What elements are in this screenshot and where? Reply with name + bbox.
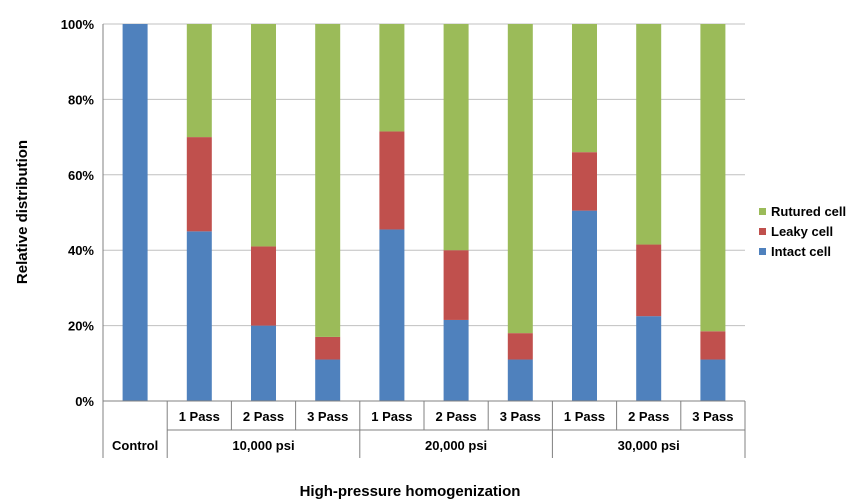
legend-label: Leaky cell <box>771 224 833 239</box>
x-tick-label: 3 Pass <box>692 409 733 424</box>
y-tick-label: 100% <box>61 17 95 32</box>
bar-segment-intact-cell <box>379 229 405 401</box>
bar-segment-leaky-cell <box>507 333 533 360</box>
bar-segment-leaky-cell <box>251 246 276 326</box>
bar-segment-leaky-cell <box>379 131 405 230</box>
bars <box>122 24 726 401</box>
bar-segment-rutured-cell <box>700 24 726 332</box>
bar-segment-intact-cell <box>251 325 276 401</box>
bar-segment-rutured-cell <box>251 24 276 247</box>
bar-segment-intact-cell <box>572 210 597 401</box>
legend-label: Intact cell <box>771 244 831 259</box>
x-category-table: Control 1 Pass 2 Pass 3 Pass 10,000 psi 1 Pas… <box>102 400 746 458</box>
bar-segment-rutured-cell <box>379 24 405 132</box>
x-tick-label: 2 Pass <box>243 409 284 424</box>
bar-segment-leaky-cell <box>572 152 597 211</box>
bar-segment-rutured-cell <box>443 24 469 251</box>
bar-segment-rutured-cell <box>315 24 341 337</box>
x-tick-label: 1 Pass <box>564 409 605 424</box>
y-tick-label: 60% <box>68 168 94 183</box>
bar-segment-rutured-cell <box>507 24 533 334</box>
bar-segment-intact-cell <box>507 359 533 401</box>
x-group-label: 30,000 psi <box>618 438 680 453</box>
y-tick-label: 40% <box>68 243 94 258</box>
y-axis-label: Relative distribution <box>14 140 31 284</box>
bar-segment-intact-cell <box>315 359 341 401</box>
bar-segment-intact-cell <box>443 319 469 401</box>
x-tick-label: 1 Pass <box>371 409 412 424</box>
x-tick-label: 1 Pass <box>179 409 220 424</box>
bar-segment-leaky-cell <box>186 137 212 232</box>
bar-segment-rutured-cell <box>572 24 597 153</box>
legend: Rutured cell Leaky cell Intact cell <box>759 204 846 259</box>
y-tick-label: 0% <box>75 394 94 409</box>
legend-swatch <box>759 228 766 235</box>
bar-segment-intact-cell <box>700 359 726 401</box>
bar-segment-intact-cell <box>122 24 148 401</box>
bar-segment-leaky-cell <box>700 331 726 360</box>
legend-swatch <box>759 248 766 255</box>
x-tick-label: 3 Pass <box>500 409 541 424</box>
bar-segment-leaky-cell <box>315 336 341 360</box>
x-tick-label: 3 Pass <box>307 409 348 424</box>
legend-swatch <box>759 208 766 215</box>
x-group-label: 20,000 psi <box>425 438 487 453</box>
y-tick-label: 20% <box>68 319 94 334</box>
x-group-label: 10,000 psi <box>232 438 294 453</box>
bar-segment-intact-cell <box>186 231 212 401</box>
bar-segment-rutured-cell <box>186 24 212 138</box>
x-group-label: Control <box>112 438 158 453</box>
bar-segment-intact-cell <box>636 316 662 401</box>
legend-label: Rutured cell <box>771 204 846 219</box>
x-tick-label: 2 Pass <box>628 409 669 424</box>
bar-segment-leaky-cell <box>636 244 662 317</box>
y-tick-labels: 0% 20% 40% 60% 80% 100% <box>61 17 95 409</box>
bar-segment-leaky-cell <box>443 250 469 320</box>
bar-segment-rutured-cell <box>636 24 662 245</box>
x-tick-label: 2 Pass <box>435 409 476 424</box>
y-tick-label: 80% <box>68 92 94 107</box>
x-axis-label: High-pressure homogenization <box>300 483 521 500</box>
